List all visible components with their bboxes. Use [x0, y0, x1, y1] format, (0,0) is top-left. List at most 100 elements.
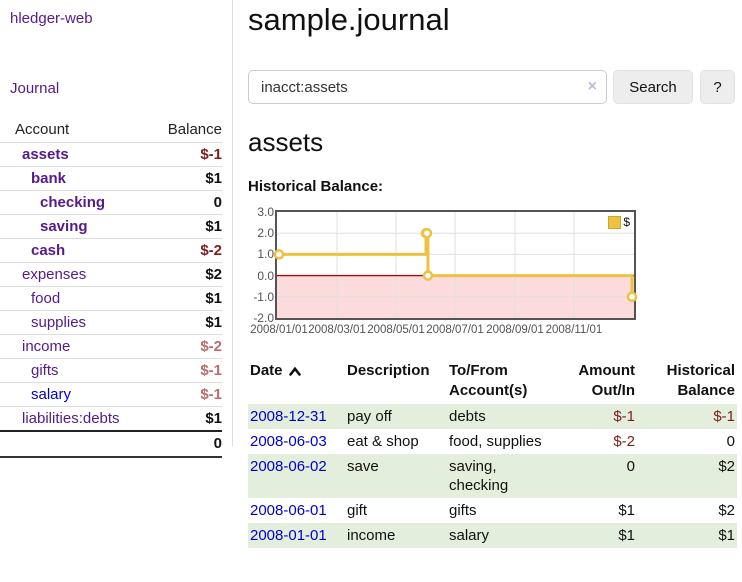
transaction-row: 2008-06-02 save saving, checking 0 $2: [248, 454, 737, 498]
account-balance: $1: [140, 166, 222, 191]
sidebar-item-journal[interactable]: Journal: [10, 80, 60, 97]
x-tick-label: 2008/11/01: [545, 324, 603, 336]
search-input[interactable]: [248, 70, 607, 104]
account-row: gifts $-1: [0, 358, 222, 383]
account-balance: $1: [140, 310, 222, 335]
account-link[interactable]: gifts: [31, 362, 59, 379]
accounts-header-account: Account: [15, 121, 70, 138]
account-link[interactable]: cash: [31, 242, 66, 259]
account-balance: $2: [140, 262, 222, 287]
transaction-date-link[interactable]: 2008-06-02: [250, 458, 327, 475]
register-header-amount: Amount Out/In: [578, 362, 635, 399]
transaction-row: 2008-06-01 gift gifts $1 $2: [248, 498, 737, 523]
clear-search-icon[interactable]: ×: [587, 78, 597, 95]
account-balance: $1: [140, 286, 222, 311]
x-tick-label: 2008/05/01: [367, 324, 425, 336]
transaction-description: pay off: [347, 408, 392, 425]
account-row: expenses $2: [0, 262, 222, 287]
x-tick-label: 2008/01/01: [250, 324, 308, 336]
transaction-amount: $1: [618, 502, 635, 519]
search-bar: × Search ?: [248, 70, 742, 104]
account-row: food $1: [0, 286, 222, 311]
account-table-body: assets $-1 bank $1 checking 0 saving $1 …: [0, 142, 222, 431]
account-link[interactable]: supplies: [31, 314, 87, 331]
sort-asc-icon: [288, 362, 301, 382]
register-header-date[interactable]: Date: [248, 359, 345, 404]
transaction-row: 2008-01-01 income salary $1 $1: [248, 523, 737, 548]
account-link[interactable]: salary: [31, 386, 72, 403]
transaction-row: 2008-12-31 pay off debts $-1 $-1: [248, 404, 737, 429]
y-tick-label: 2.0: [257, 226, 274, 241]
transaction-date-link[interactable]: 2008-06-03: [250, 433, 327, 450]
transaction-amount: $-1: [613, 408, 635, 425]
account-row: saving $1: [0, 214, 222, 239]
search-button[interactable]: Search: [613, 70, 693, 104]
account-row: assets $-1: [0, 142, 222, 167]
account-link[interactable]: assets: [22, 146, 69, 163]
account-link[interactable]: saving: [40, 218, 88, 235]
transaction-accounts: food, supplies: [449, 433, 542, 450]
transaction-balance: $2: [718, 502, 735, 519]
account-balance: $-2: [140, 238, 222, 263]
transaction-date-link[interactable]: 2008-12-31: [250, 408, 327, 425]
account-link[interactable]: liabilities:debts: [22, 410, 120, 427]
main-panel: sample.journal × Search ? assets Histori…: [233, 0, 742, 582]
accounts-total-row: 0: [0, 430, 222, 458]
transaction-description: gift: [347, 502, 368, 519]
y-tick-label: 1.0: [257, 247, 274, 262]
account-link[interactable]: expenses: [22, 266, 87, 283]
account-link[interactable]: checking: [40, 194, 106, 211]
account-link[interactable]: food: [31, 290, 61, 307]
y-tick-label: -2.0: [253, 311, 274, 325]
transaction-description: save: [347, 458, 379, 475]
account-balance: $1: [140, 406, 222, 431]
legend-label: $: [623, 215, 630, 229]
app-brand-link[interactable]: hledger-web: [10, 10, 93, 27]
chart-plot-area: $: [273, 210, 638, 320]
accounts-table: Account Balance assets $-1 bank $1 check…: [0, 118, 222, 458]
account-page-title: assets: [248, 127, 324, 157]
x-tick-label: 2008/09/01: [486, 324, 544, 336]
register-table-body: 2008-12-31 pay off debts $-1 $-1 2008-06…: [248, 404, 737, 548]
account-row: checking 0: [0, 190, 222, 215]
account-balance: $-1: [140, 358, 222, 383]
chart-section-label: Historical Balance:: [248, 178, 384, 195]
historical-balance-chart: 3.0 2.0 1.0 0.0 -1.0 -2.0 $ 2008/01/01 2008/03…: [248, 202, 728, 342]
y-tick-label: -1.0: [253, 289, 274, 304]
account-balance: $-2: [140, 334, 222, 359]
transaction-amount: 0: [626, 458, 635, 475]
register-header-account: To/From Account(s): [449, 362, 528, 399]
sidebar: hledger-web Journal Account Balance asse…: [0, 0, 233, 458]
help-button[interactable]: ?: [700, 70, 735, 104]
transaction-balance: 0: [726, 433, 735, 450]
transaction-amount: $1: [618, 527, 635, 544]
legend-swatch-icon: [608, 215, 622, 229]
transaction-date-link[interactable]: 2008-01-01: [250, 527, 327, 544]
register-header-balance: Historical Balance: [666, 362, 735, 399]
transaction-accounts: salary: [449, 527, 490, 544]
x-tick-label: 2008/03/01: [308, 324, 366, 336]
transaction-description: income: [347, 527, 396, 544]
transaction-date-link[interactable]: 2008-06-01: [250, 502, 327, 519]
account-balance: 0: [140, 190, 222, 215]
account-row: cash $-2: [0, 238, 222, 263]
page-title: sample.journal: [248, 2, 450, 37]
account-link[interactable]: bank: [31, 170, 67, 187]
account-link[interactable]: income: [22, 338, 71, 355]
transaction-accounts: debts: [449, 408, 486, 425]
transaction-balance: $2: [718, 458, 735, 475]
account-balance: $-1: [140, 142, 222, 167]
accounts-total-value: 0: [140, 430, 222, 458]
account-row: income $-2: [0, 334, 222, 359]
transaction-description: eat & shop: [347, 433, 419, 450]
chart-legend: $: [607, 215, 631, 229]
account-balance: $-1: [140, 382, 222, 407]
transaction-amount: $-2: [613, 433, 635, 450]
account-balance: $1: [140, 214, 222, 239]
y-tick-label: 3.0: [257, 205, 274, 219]
account-row: supplies $1: [0, 310, 222, 335]
register-header-description: Description: [347, 362, 430, 379]
transaction-balance: $1: [718, 527, 735, 544]
transaction-row: 2008-06-03 eat & shop food, supplies $-2…: [248, 429, 737, 454]
account-row: liabilities:debts $1: [0, 406, 222, 431]
